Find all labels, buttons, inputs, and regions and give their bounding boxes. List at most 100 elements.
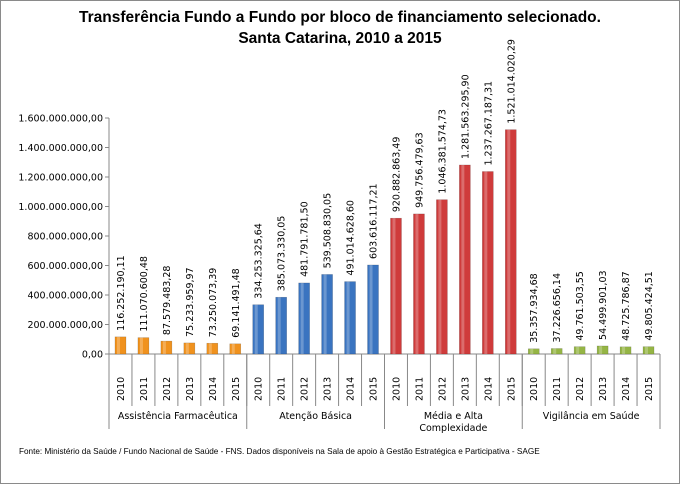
x-tick-label: 2011 <box>139 377 150 401</box>
bar <box>642 346 655 355</box>
bar-highlight <box>300 282 304 354</box>
group-label: Vigilância em Saúde <box>543 411 640 422</box>
bar-highlight <box>484 171 488 354</box>
bar <box>390 217 402 355</box>
data-label: 49.805.424,51 <box>644 271 655 341</box>
bar-highlight <box>438 199 442 354</box>
y-tick-label: 1.400.000.000,00 <box>18 143 103 154</box>
bar <box>252 304 264 355</box>
bar-highlight <box>392 218 396 354</box>
data-label: 35.357.934,68 <box>529 273 540 343</box>
bar-highlight <box>323 274 327 354</box>
data-label: 116.252.190,11 <box>116 255 127 331</box>
bar-highlight <box>645 346 649 354</box>
data-label: 54.499.901,03 <box>598 270 609 340</box>
x-tick-label: 2015 <box>369 377 380 401</box>
bar-highlight <box>507 129 511 354</box>
bar-highlight <box>231 343 235 354</box>
group-label: Atenção Básica <box>279 411 352 422</box>
x-tick-label: 2012 <box>575 377 586 401</box>
x-tick-label: 2012 <box>437 377 448 401</box>
data-label: 73.250.073,39 <box>208 268 219 338</box>
bar-highlight <box>162 341 166 354</box>
bar <box>436 199 448 355</box>
bar-highlight <box>208 343 212 354</box>
bar-highlight <box>369 264 373 354</box>
data-label: 49.761.503,55 <box>575 271 586 341</box>
x-tick-label: 2013 <box>323 377 334 401</box>
bar <box>482 171 494 355</box>
x-tick-label: 2014 <box>483 377 494 401</box>
bar <box>344 281 356 355</box>
y-tick-label: 1.200.000.000,00 <box>18 173 103 184</box>
x-tick-label: 2010 <box>391 377 402 401</box>
bar <box>114 336 127 355</box>
bar <box>596 345 609 355</box>
data-label: 385.073.330,05 <box>277 216 288 292</box>
data-label: 37.226.656,14 <box>552 273 563 343</box>
x-tick-label: 2011 <box>414 377 425 401</box>
data-label: 1.521.014.020,29 <box>506 39 517 124</box>
x-tick-label: 2014 <box>346 377 357 401</box>
bar <box>298 282 310 355</box>
bar <box>367 264 379 355</box>
x-tick-label: 2010 <box>116 377 127 401</box>
bar-highlight <box>461 164 465 354</box>
bar-chart: 0,00 200.000.000,00 400.000.000,00 600.000.… <box>18 39 661 434</box>
bar <box>275 296 287 355</box>
group-label: Assistência Farmacêutica <box>118 411 238 422</box>
x-tick-label: 2014 <box>621 377 632 401</box>
group-label: Complexidade <box>419 423 487 434</box>
y-tick-label: 200.000.000,00 <box>27 320 103 331</box>
y-tick-label: 600.000.000,00 <box>27 261 103 272</box>
bar <box>527 348 540 355</box>
bar-highlight <box>415 213 419 354</box>
x-tick-label: 2013 <box>598 377 609 401</box>
data-label: 481.791.781,50 <box>300 201 311 277</box>
data-label: 1.281.563.295,90 <box>460 74 471 159</box>
bar-highlight <box>530 348 534 354</box>
x-tick-label: 2010 <box>529 377 540 401</box>
bar-highlight <box>277 297 281 354</box>
x-tick-label: 2013 <box>185 377 196 401</box>
bar <box>183 342 196 355</box>
bar <box>550 348 563 355</box>
bar-highlight <box>139 337 143 354</box>
bar <box>137 337 150 355</box>
x-tick-label: 2010 <box>254 377 265 401</box>
x-tick-label: 2013 <box>460 377 471 401</box>
y-tick-label: 0,00 <box>82 350 103 361</box>
y-tick-label: 1.000.000.000,00 <box>18 202 103 213</box>
bar-highlight <box>185 342 189 354</box>
bar <box>573 346 586 355</box>
bar-highlight <box>254 304 258 354</box>
bar <box>206 342 219 355</box>
bar <box>619 346 632 355</box>
x-tick-label: 2011 <box>552 377 563 401</box>
data-label: 111.070.600,48 <box>139 256 150 332</box>
data-label: 75.233.959,97 <box>185 267 196 337</box>
x-tick-label: 2012 <box>162 377 173 401</box>
bar <box>413 213 425 355</box>
bar <box>229 343 242 355</box>
data-label: 603.616.117,21 <box>369 183 380 259</box>
bar <box>321 274 333 355</box>
data-label: 920.882.863,49 <box>391 137 402 213</box>
bar-highlight <box>576 346 580 354</box>
data-label: 1.046.381.574,73 <box>437 109 448 194</box>
chart-title: Transferência Fundo a Fundo por bloco de… <box>1 7 679 49</box>
bar <box>505 129 517 355</box>
bar <box>459 164 471 355</box>
bar-highlight <box>622 346 626 354</box>
data-label: 539.508.830,05 <box>323 193 334 269</box>
source-footer: Fonte: Ministério da Saúde / Fundo Nacio… <box>19 447 540 456</box>
y-tick-label: 800.000.000,00 <box>27 232 103 243</box>
data-label: 69.141.491,48 <box>231 268 242 338</box>
data-label: 1.237.267.187,31 <box>483 81 494 166</box>
x-tick-label: 2012 <box>300 377 311 401</box>
data-label: 334.253.325,64 <box>254 223 265 299</box>
x-tick-label: 2014 <box>208 377 219 401</box>
bar <box>160 340 173 355</box>
bar-highlight <box>553 348 557 354</box>
